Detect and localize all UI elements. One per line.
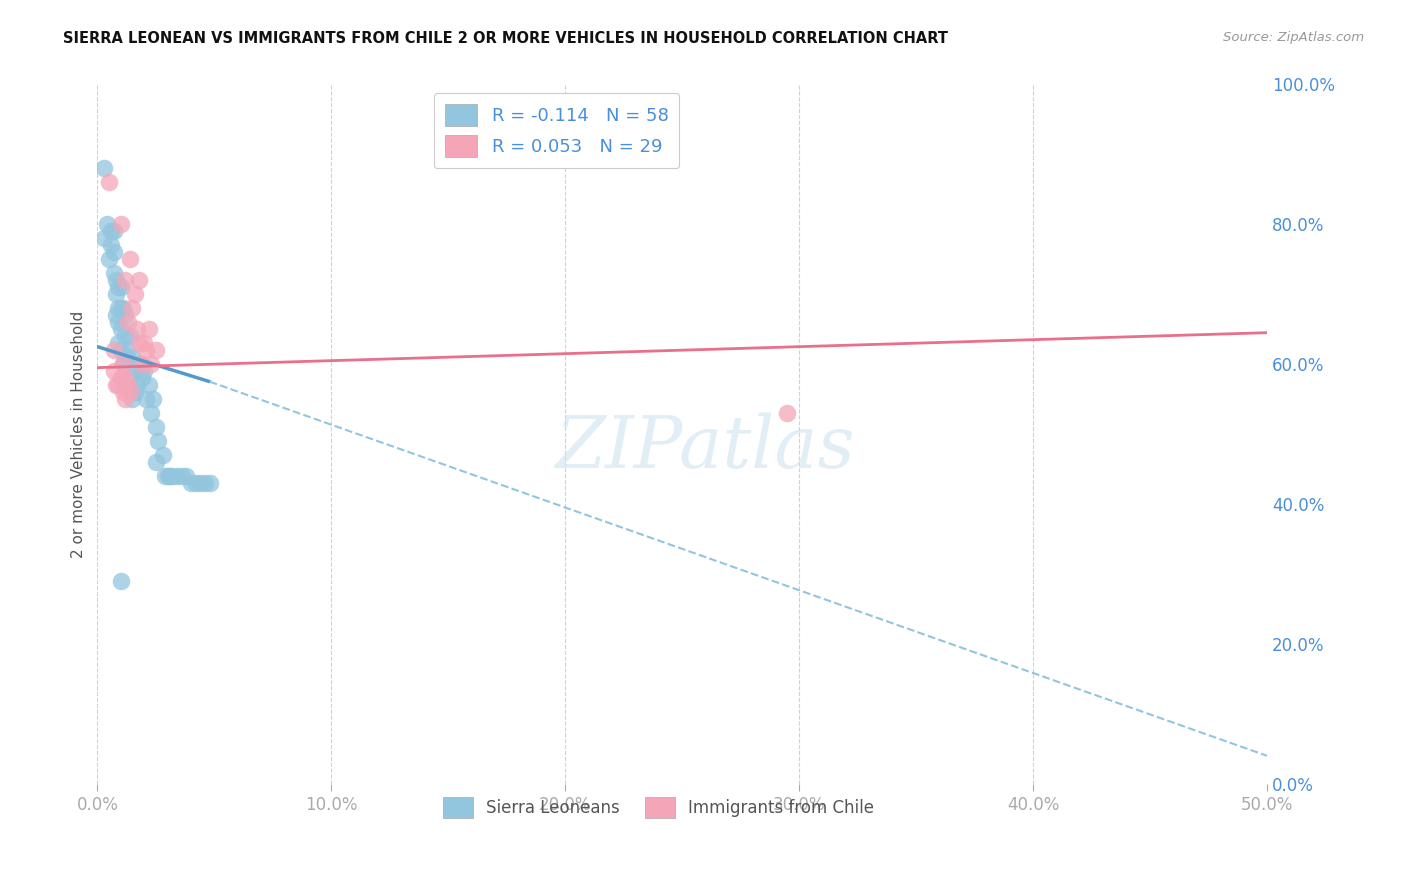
Point bbox=[184, 476, 207, 491]
Point bbox=[117, 343, 139, 358]
Point bbox=[114, 308, 136, 322]
Point bbox=[180, 476, 202, 491]
Text: ZIPatlas: ZIPatlas bbox=[555, 413, 855, 483]
Point bbox=[100, 224, 122, 238]
Point bbox=[112, 371, 135, 385]
Point bbox=[131, 371, 153, 385]
Point bbox=[110, 301, 132, 316]
Point bbox=[100, 238, 122, 252]
Point bbox=[170, 469, 193, 483]
Point bbox=[194, 476, 217, 491]
Point bbox=[134, 336, 156, 351]
Point bbox=[98, 252, 121, 267]
Point bbox=[117, 378, 139, 392]
Point bbox=[107, 336, 129, 351]
Point bbox=[120, 329, 142, 343]
Point bbox=[98, 175, 121, 189]
Point bbox=[103, 364, 125, 378]
Point bbox=[127, 378, 149, 392]
Point bbox=[131, 357, 153, 371]
Point bbox=[112, 357, 135, 371]
Point bbox=[121, 301, 143, 316]
Point bbox=[105, 273, 128, 287]
Point bbox=[110, 322, 132, 336]
Point bbox=[114, 273, 136, 287]
Point bbox=[776, 406, 799, 420]
Point bbox=[138, 378, 160, 392]
Point bbox=[121, 350, 143, 364]
Point bbox=[114, 371, 136, 385]
Point bbox=[107, 280, 129, 294]
Point bbox=[135, 343, 157, 358]
Point bbox=[93, 161, 115, 176]
Point bbox=[110, 574, 132, 588]
Point bbox=[112, 385, 135, 400]
Point bbox=[141, 406, 163, 420]
Point bbox=[114, 329, 136, 343]
Point bbox=[114, 392, 136, 406]
Point bbox=[107, 315, 129, 329]
Point bbox=[120, 371, 142, 385]
Point bbox=[107, 378, 129, 392]
Point bbox=[103, 266, 125, 280]
Point bbox=[156, 469, 179, 483]
Point bbox=[135, 392, 157, 406]
Point bbox=[112, 357, 135, 371]
Text: Source: ZipAtlas.com: Source: ZipAtlas.com bbox=[1223, 31, 1364, 45]
Point bbox=[198, 476, 221, 491]
Point bbox=[105, 308, 128, 322]
Point bbox=[166, 469, 188, 483]
Point bbox=[142, 392, 165, 406]
Point bbox=[124, 364, 146, 378]
Point bbox=[138, 322, 160, 336]
Point bbox=[105, 378, 128, 392]
Point bbox=[114, 350, 136, 364]
Point bbox=[141, 357, 163, 371]
Point bbox=[117, 315, 139, 329]
Point bbox=[105, 287, 128, 301]
Point bbox=[128, 336, 150, 351]
Point bbox=[124, 385, 146, 400]
Point bbox=[107, 301, 129, 316]
Point bbox=[145, 343, 167, 358]
Point bbox=[117, 378, 139, 392]
Point bbox=[152, 448, 174, 462]
Point bbox=[112, 301, 135, 316]
Point bbox=[110, 280, 132, 294]
Point bbox=[103, 343, 125, 358]
Point bbox=[96, 217, 118, 231]
Point bbox=[145, 455, 167, 469]
Point bbox=[174, 469, 197, 483]
Point bbox=[159, 469, 181, 483]
Point bbox=[110, 217, 132, 231]
Point bbox=[120, 385, 142, 400]
Point bbox=[121, 392, 143, 406]
Point bbox=[145, 420, 167, 434]
Point bbox=[160, 469, 183, 483]
Point bbox=[120, 252, 142, 267]
Point bbox=[110, 343, 132, 358]
Point bbox=[146, 434, 169, 448]
Text: SIERRA LEONEAN VS IMMIGRANTS FROM CHILE 2 OR MORE VEHICLES IN HOUSEHOLD CORRELAT: SIERRA LEONEAN VS IMMIGRANTS FROM CHILE … bbox=[63, 31, 948, 46]
Point bbox=[124, 287, 146, 301]
Y-axis label: 2 or more Vehicles in Household: 2 or more Vehicles in Household bbox=[72, 310, 86, 558]
Point bbox=[153, 469, 176, 483]
Point bbox=[103, 245, 125, 260]
Point bbox=[134, 364, 156, 378]
Point bbox=[128, 273, 150, 287]
Point bbox=[110, 371, 132, 385]
Point bbox=[127, 322, 149, 336]
Legend: Sierra Leoneans, Immigrants from Chile: Sierra Leoneans, Immigrants from Chile bbox=[436, 790, 882, 824]
Point bbox=[128, 357, 150, 371]
Point bbox=[103, 224, 125, 238]
Point bbox=[188, 476, 211, 491]
Point bbox=[93, 231, 115, 245]
